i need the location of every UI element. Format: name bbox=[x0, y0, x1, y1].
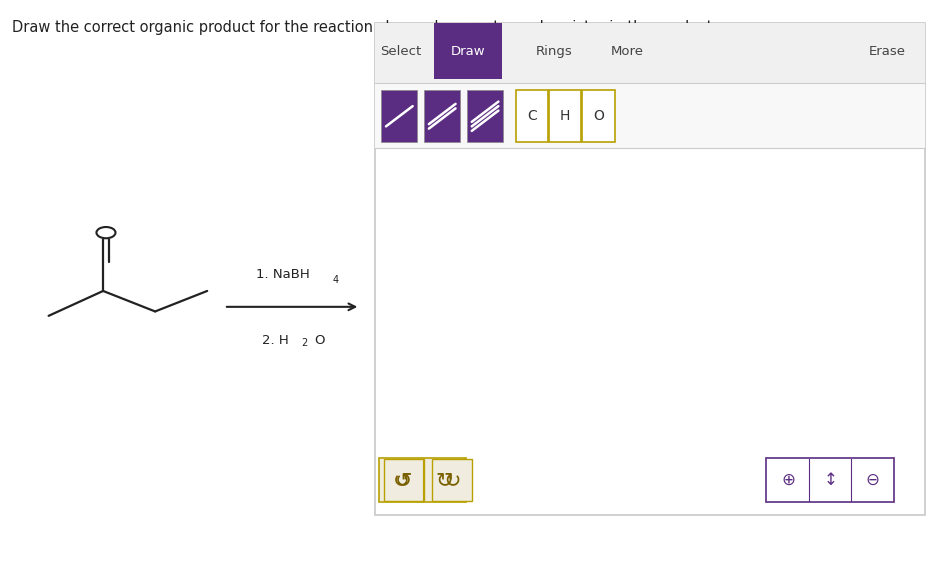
FancyBboxPatch shape bbox=[379, 458, 466, 502]
Text: 1. NaBH: 1. NaBH bbox=[255, 269, 309, 282]
Text: O: O bbox=[592, 109, 604, 123]
Circle shape bbox=[96, 227, 115, 238]
Text: Erase: Erase bbox=[868, 44, 904, 58]
Text: Draw: Draw bbox=[450, 44, 485, 58]
Text: 4: 4 bbox=[331, 275, 338, 285]
FancyBboxPatch shape bbox=[431, 459, 471, 501]
Text: Rings: Rings bbox=[535, 44, 571, 58]
FancyBboxPatch shape bbox=[466, 90, 503, 142]
Text: ↻: ↻ bbox=[443, 470, 460, 490]
FancyBboxPatch shape bbox=[548, 90, 581, 142]
FancyBboxPatch shape bbox=[374, 23, 924, 515]
Bar bbox=[374, 83, 924, 148]
FancyBboxPatch shape bbox=[515, 90, 547, 142]
Text: C: C bbox=[526, 109, 536, 123]
Text: ↕: ↕ bbox=[823, 471, 836, 489]
Text: O: O bbox=[313, 334, 325, 347]
Text: More: More bbox=[610, 44, 643, 58]
Text: ↺: ↺ bbox=[395, 470, 412, 490]
Text: ⊕: ⊕ bbox=[781, 471, 794, 489]
FancyBboxPatch shape bbox=[424, 90, 460, 142]
Text: ⊖: ⊖ bbox=[864, 471, 878, 489]
Text: Draw the correct organic product for the reaction shown. Ignore stereochemistry : Draw the correct organic product for the… bbox=[12, 20, 717, 35]
FancyBboxPatch shape bbox=[433, 23, 502, 79]
FancyBboxPatch shape bbox=[381, 90, 417, 142]
Text: H: H bbox=[560, 109, 569, 123]
Text: ↻: ↻ bbox=[435, 470, 452, 490]
FancyBboxPatch shape bbox=[582, 90, 614, 142]
Text: Select: Select bbox=[379, 44, 421, 58]
FancyBboxPatch shape bbox=[384, 459, 424, 501]
Bar bbox=[374, 23, 924, 83]
Text: 2. H: 2. H bbox=[261, 334, 288, 347]
Text: 2: 2 bbox=[301, 338, 307, 348]
FancyBboxPatch shape bbox=[765, 458, 893, 502]
Text: ↺: ↺ bbox=[392, 470, 409, 490]
